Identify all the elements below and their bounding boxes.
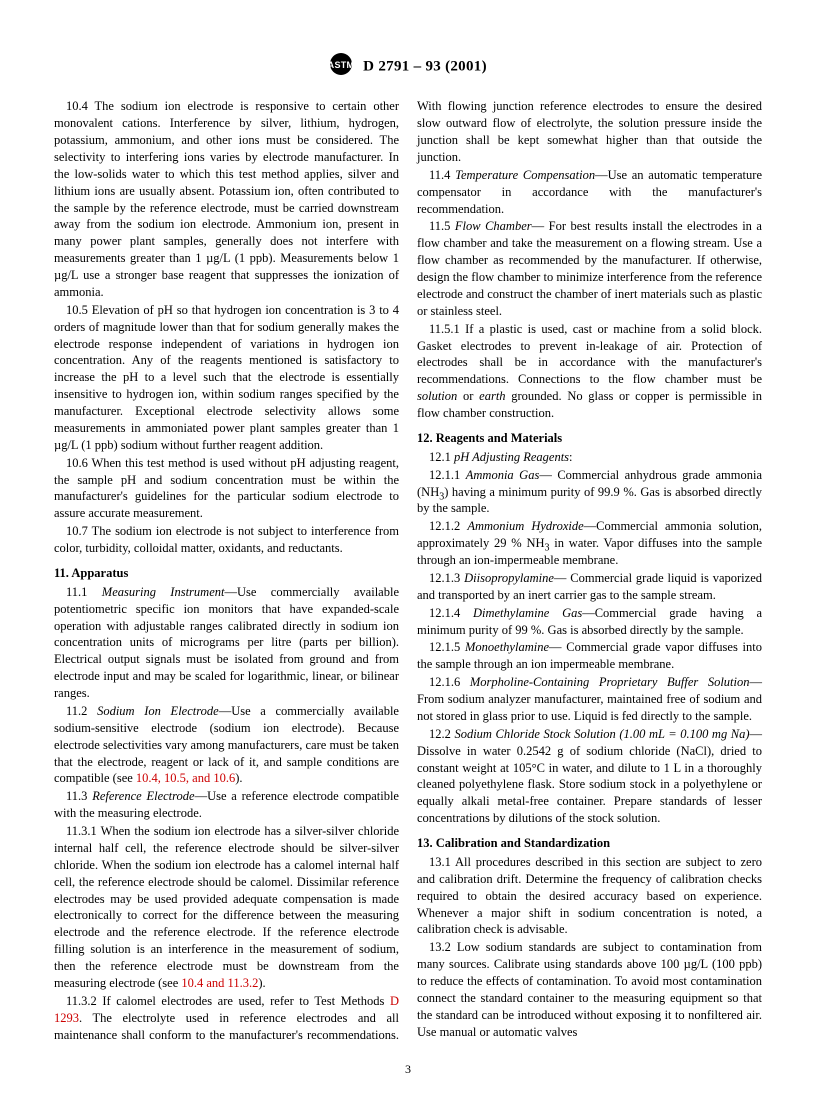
text-11-3-1-end: ). bbox=[258, 976, 265, 990]
para-12-1: 12.1 pH Adjusting Reagents: bbox=[417, 449, 762, 466]
label-11-2: Sodium Ion Electrode bbox=[97, 704, 219, 718]
para-13-1: 13.1 All procedures described in this se… bbox=[417, 854, 762, 938]
para-12-1-6: 12.1.6 Morpholine-Containing Proprietary… bbox=[417, 674, 762, 725]
label-11-5: Flow Chamber bbox=[455, 219, 532, 233]
para-12-1-4: 12.1.4 Dimethylamine Gas—Commercial grad… bbox=[417, 605, 762, 639]
label-12-2: Sodium Chloride Stock Solution (1.00 mL … bbox=[454, 727, 749, 741]
label-12-1-2: Ammonium Hydroxide bbox=[467, 519, 583, 533]
ref-11-3-1[interactable]: 10.4 and 11.3.2 bbox=[181, 976, 258, 990]
para-12-1-5: 12.1.5 Monoethylamine— Commercial grade … bbox=[417, 639, 762, 673]
astm-logo: ASTM bbox=[329, 52, 353, 82]
para-13-2: 13.2 Low sodium standards are subject to… bbox=[417, 939, 762, 1040]
label-12-1-5: Monoethylamine bbox=[465, 640, 549, 654]
ref-11-2[interactable]: 10.4, 10.5, and 10.6 bbox=[136, 771, 235, 785]
para-11-4: 11.4 Temperature Compensation—Use an aut… bbox=[417, 167, 762, 218]
page-number: 3 bbox=[54, 1061, 762, 1077]
text-12-1-1b: ) having a minimum purity of 99.9 %. Gas… bbox=[417, 485, 762, 516]
text-11-3-1: 11.3.1 When the sodium ion electrode has… bbox=[54, 824, 399, 990]
para-10-7: 10.7 The sodium ion electrode is not sub… bbox=[54, 523, 399, 557]
text-12-1-4: —Commercial grade having a minimum purit… bbox=[417, 606, 762, 637]
para-10-5: 10.5 Elevation of pH so that hydrogen io… bbox=[54, 302, 399, 454]
text-11-3-2a: 11.3.2 If calomel electrodes are used, r… bbox=[66, 994, 390, 1008]
text-12-2: —Dissolve in water 0.2542 g of sodium ch… bbox=[417, 727, 762, 825]
para-11-3-1: 11.3.1 When the sodium ion electrode has… bbox=[54, 823, 399, 992]
para-10-6: 10.6 When this test method is used witho… bbox=[54, 455, 399, 523]
text-11-1: —Use commercially available potentiometr… bbox=[54, 585, 399, 700]
section-13-head: 13. Calibration and Standardization bbox=[417, 835, 762, 852]
content-columns: 10.4 The sodium ion electrode is respons… bbox=[54, 98, 762, 1043]
para-11-3: 11.3 Reference Electrode—Use a reference… bbox=[54, 788, 399, 822]
label-11-1: Measuring Instrument bbox=[102, 585, 225, 599]
para-11-1: 11.1 Measuring Instrument—Use commercial… bbox=[54, 584, 399, 702]
para-12-1-1: 12.1.1 Ammonia Gas— Commercial anhydrous… bbox=[417, 467, 762, 518]
label-12-1: pH Adjusting Reagents bbox=[454, 450, 569, 464]
label-11-3: Reference Electrode bbox=[92, 789, 194, 803]
earth-word: earth bbox=[479, 389, 505, 403]
solution-word: solution bbox=[417, 389, 457, 403]
para-12-2: 12.2 Sodium Chloride Stock Solution (1.0… bbox=[417, 726, 762, 827]
para-12-1-2: 12.1.2 Ammonium Hydroxide—Commercial amm… bbox=[417, 518, 762, 569]
label-11-4: Temperature Compensation bbox=[455, 168, 595, 182]
text-11-5: — For best results install the electrode… bbox=[417, 219, 762, 317]
doc-designation: D 2791 – 93 (2001) bbox=[363, 59, 487, 75]
section-12-head: 12. Reagents and Materials bbox=[417, 430, 762, 447]
page-header: ASTM D 2791 – 93 (2001) bbox=[54, 52, 762, 82]
svg-text:ASTM: ASTM bbox=[329, 60, 353, 70]
label-12-1-6: Morpholine-Containing Proprietary Buffer… bbox=[470, 675, 750, 689]
text-11-5-1a: 11.5.1 If a plastic is used, cast or mac… bbox=[417, 322, 762, 387]
text-11-2-end: ). bbox=[235, 771, 242, 785]
para-10-4: 10.4 The sodium ion electrode is respons… bbox=[54, 98, 399, 301]
section-11-head: 11. Apparatus bbox=[54, 565, 399, 582]
label-12-1-3: Diisopropylamine bbox=[464, 571, 554, 585]
label-12-1-4: Dimethylamine Gas bbox=[473, 606, 582, 620]
para-11-5-1: 11.5.1 If a plastic is used, cast or mac… bbox=[417, 321, 762, 422]
label-12-1-1: Ammonia Gas bbox=[466, 468, 540, 482]
para-12-1-3: 12.1.3 Diisopropylamine— Commercial grad… bbox=[417, 570, 762, 604]
para-11-2: 11.2 Sodium Ion Electrode—Use a commerci… bbox=[54, 703, 399, 787]
para-11-5: 11.5 Flow Chamber— For best results inst… bbox=[417, 218, 762, 319]
or-word: or bbox=[457, 389, 479, 403]
